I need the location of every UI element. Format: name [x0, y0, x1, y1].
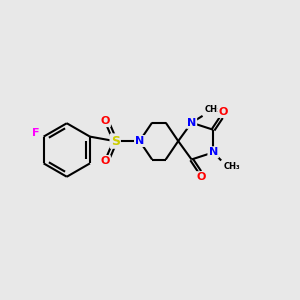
Text: O: O [218, 107, 228, 117]
Text: O: O [100, 156, 110, 166]
Text: O: O [100, 156, 110, 166]
Text: N: N [187, 118, 196, 128]
Text: O: O [218, 107, 228, 117]
Text: F: F [32, 128, 40, 138]
Text: N: N [187, 118, 196, 128]
Text: S: S [111, 135, 120, 148]
Text: S: S [111, 135, 120, 148]
Text: O: O [100, 116, 110, 126]
Text: F: F [32, 128, 40, 138]
Text: N: N [135, 136, 144, 146]
Text: O: O [197, 172, 206, 182]
Text: N: N [208, 147, 218, 158]
Text: N: N [135, 136, 144, 146]
Text: CH₃: CH₃ [224, 162, 240, 171]
Text: O: O [100, 116, 110, 126]
Text: O: O [197, 172, 206, 182]
Text: N: N [208, 147, 218, 158]
Text: CH₃: CH₃ [205, 105, 222, 114]
